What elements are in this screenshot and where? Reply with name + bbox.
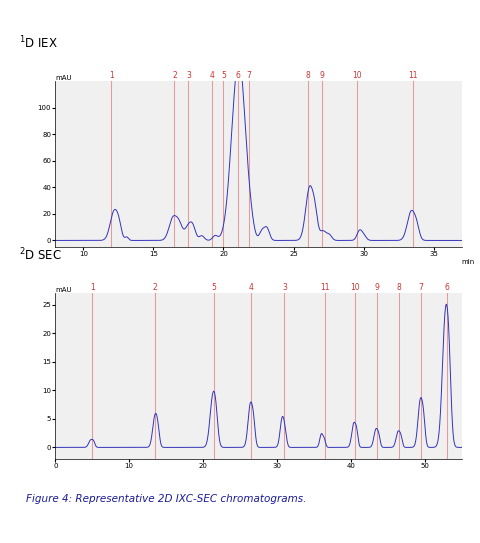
Text: 11: 11 <box>320 283 329 292</box>
Text: 1: 1 <box>109 71 113 80</box>
Text: 4: 4 <box>209 71 214 80</box>
Text: 8: 8 <box>396 283 400 292</box>
Text: 11: 11 <box>407 71 417 80</box>
Text: 5: 5 <box>221 71 226 80</box>
Text: $^2$D SEC: $^2$D SEC <box>19 247 62 263</box>
Text: 7: 7 <box>246 71 251 80</box>
Text: mAU: mAU <box>55 287 72 293</box>
Text: 2: 2 <box>172 71 177 80</box>
Text: Figure 4: Representative 2D IXC-SEC chromatograms.: Figure 4: Representative 2D IXC-SEC chro… <box>26 494 306 504</box>
Text: 5: 5 <box>211 283 216 292</box>
Text: 3: 3 <box>186 71 191 80</box>
Text: 9: 9 <box>373 283 378 292</box>
Text: $^1$D IEX: $^1$D IEX <box>19 35 58 52</box>
Text: 7: 7 <box>418 283 423 292</box>
Text: 9: 9 <box>319 71 324 80</box>
Text: 4: 4 <box>248 283 253 292</box>
Text: 10: 10 <box>349 283 359 292</box>
Text: 3: 3 <box>281 283 286 292</box>
Text: 6: 6 <box>235 71 240 80</box>
Text: 10: 10 <box>351 71 360 80</box>
Text: mAU: mAU <box>55 75 72 81</box>
Text: 8: 8 <box>305 71 309 80</box>
Text: 1: 1 <box>90 283 95 292</box>
Text: 6: 6 <box>444 283 448 292</box>
Text: 2: 2 <box>152 283 157 292</box>
Text: min: min <box>461 258 474 264</box>
